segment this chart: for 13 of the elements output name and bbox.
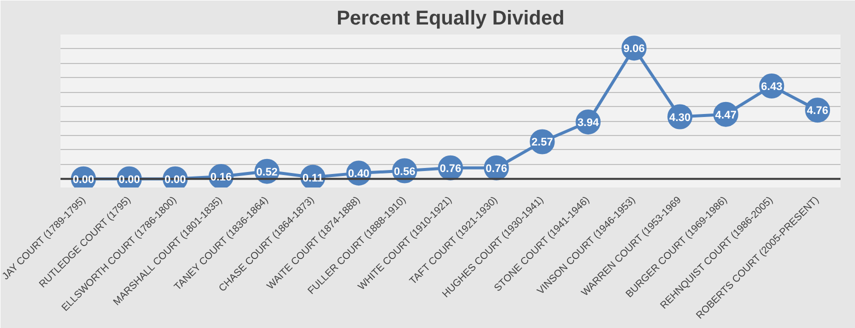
data-label: 2.57 — [532, 136, 553, 149]
data-label: 0.56 — [394, 166, 416, 178]
data-label: 0.40 — [348, 168, 370, 180]
data-label: 3.94 — [577, 116, 600, 129]
data-label: 0.52 — [256, 166, 278, 178]
data-label: 0.76 — [440, 162, 462, 175]
data-label: 0.76 — [486, 162, 508, 175]
data-label: 4.30 — [669, 112, 691, 124]
data-label: 4.76 — [806, 105, 828, 118]
data-label: 9.06 — [623, 43, 645, 56]
chart-title: Percent Equally Divided — [336, 8, 564, 30]
data-label: 4.47 — [715, 109, 737, 122]
data-label: 6.43 — [760, 81, 782, 94]
